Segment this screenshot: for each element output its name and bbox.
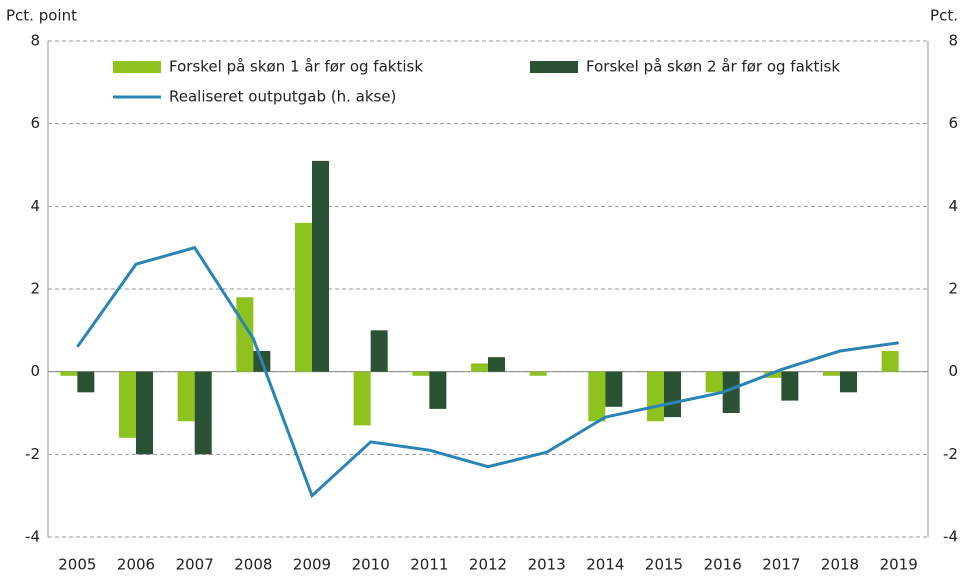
x-tick-label: 2011 — [410, 556, 448, 574]
bar — [295, 222, 312, 372]
bar — [705, 371, 723, 393]
x-tick-label: 2015 — [645, 556, 683, 574]
bar — [429, 371, 447, 409]
bar — [136, 371, 153, 455]
y-tick-label: 2 — [30, 280, 40, 298]
bar — [664, 371, 681, 418]
bar — [840, 371, 857, 393]
y-axis-label: Pct. point — [6, 7, 77, 25]
bar — [471, 363, 488, 372]
x-tick-label: 2010 — [352, 556, 390, 574]
y2-tick-label: -2 — [943, 445, 958, 463]
bar — [60, 371, 78, 376]
bar — [764, 371, 782, 378]
bar — [412, 371, 430, 376]
bar — [529, 371, 547, 376]
bar — [488, 357, 505, 372]
x-tick-label: 2018 — [821, 556, 859, 574]
x-tick-label: 2007 — [176, 556, 214, 574]
bar — [312, 160, 329, 372]
line — [76, 245, 899, 499]
y-tick-label: -4 — [25, 528, 40, 546]
x-tick-label: 2008 — [234, 556, 272, 574]
bar — [781, 371, 799, 401]
legend-label: Forskel på skøn 1 år før og faktisk — [169, 58, 423, 76]
bar — [119, 371, 136, 438]
x-tick-label: 2006 — [117, 556, 155, 574]
x-tick-label: 2019 — [880, 556, 918, 574]
y2-tick-label: 8 — [948, 32, 958, 50]
y2-tick-label: 0 — [948, 362, 958, 380]
x-tick-label: 2016 — [704, 556, 742, 574]
legend-label: Realiseret outputgab (h. akse) — [169, 88, 396, 106]
x-tick-label: 2009 — [293, 556, 331, 574]
y2-tick-label: 2 — [948, 280, 958, 298]
bar — [370, 330, 388, 372]
y-tick-label: -2 — [25, 445, 40, 463]
y2-tick-label: 4 — [948, 197, 958, 215]
bar — [77, 371, 95, 393]
legend-swatch — [530, 61, 578, 73]
bar — [177, 371, 195, 422]
bar — [881, 351, 899, 372]
bar — [823, 371, 840, 376]
y-tick-label: 0 — [30, 362, 40, 380]
bar — [647, 371, 664, 422]
legend-label: Forskel på skøn 2 år før og faktisk — [586, 58, 840, 76]
bar — [194, 371, 212, 455]
y2-tick-label: 6 — [948, 114, 958, 132]
legend-swatch — [113, 61, 161, 73]
y2-axis-label: Pct. — [930, 7, 958, 25]
x-tick-label: 2005 — [58, 556, 96, 574]
y-tick-label: 8 — [30, 32, 40, 50]
bar — [236, 297, 254, 372]
y-tick-label: 6 — [30, 114, 40, 132]
x-tick-label: 2017 — [762, 556, 800, 574]
bar — [605, 371, 623, 407]
bar — [353, 371, 371, 426]
bar — [588, 371, 606, 422]
bar — [722, 371, 740, 413]
y2-tick-label: -4 — [943, 528, 958, 546]
x-tick-label: 2013 — [528, 556, 566, 574]
x-tick-label: 2012 — [469, 556, 507, 574]
y-tick-label: 4 — [30, 197, 40, 215]
x-tick-label: 2014 — [586, 556, 624, 574]
